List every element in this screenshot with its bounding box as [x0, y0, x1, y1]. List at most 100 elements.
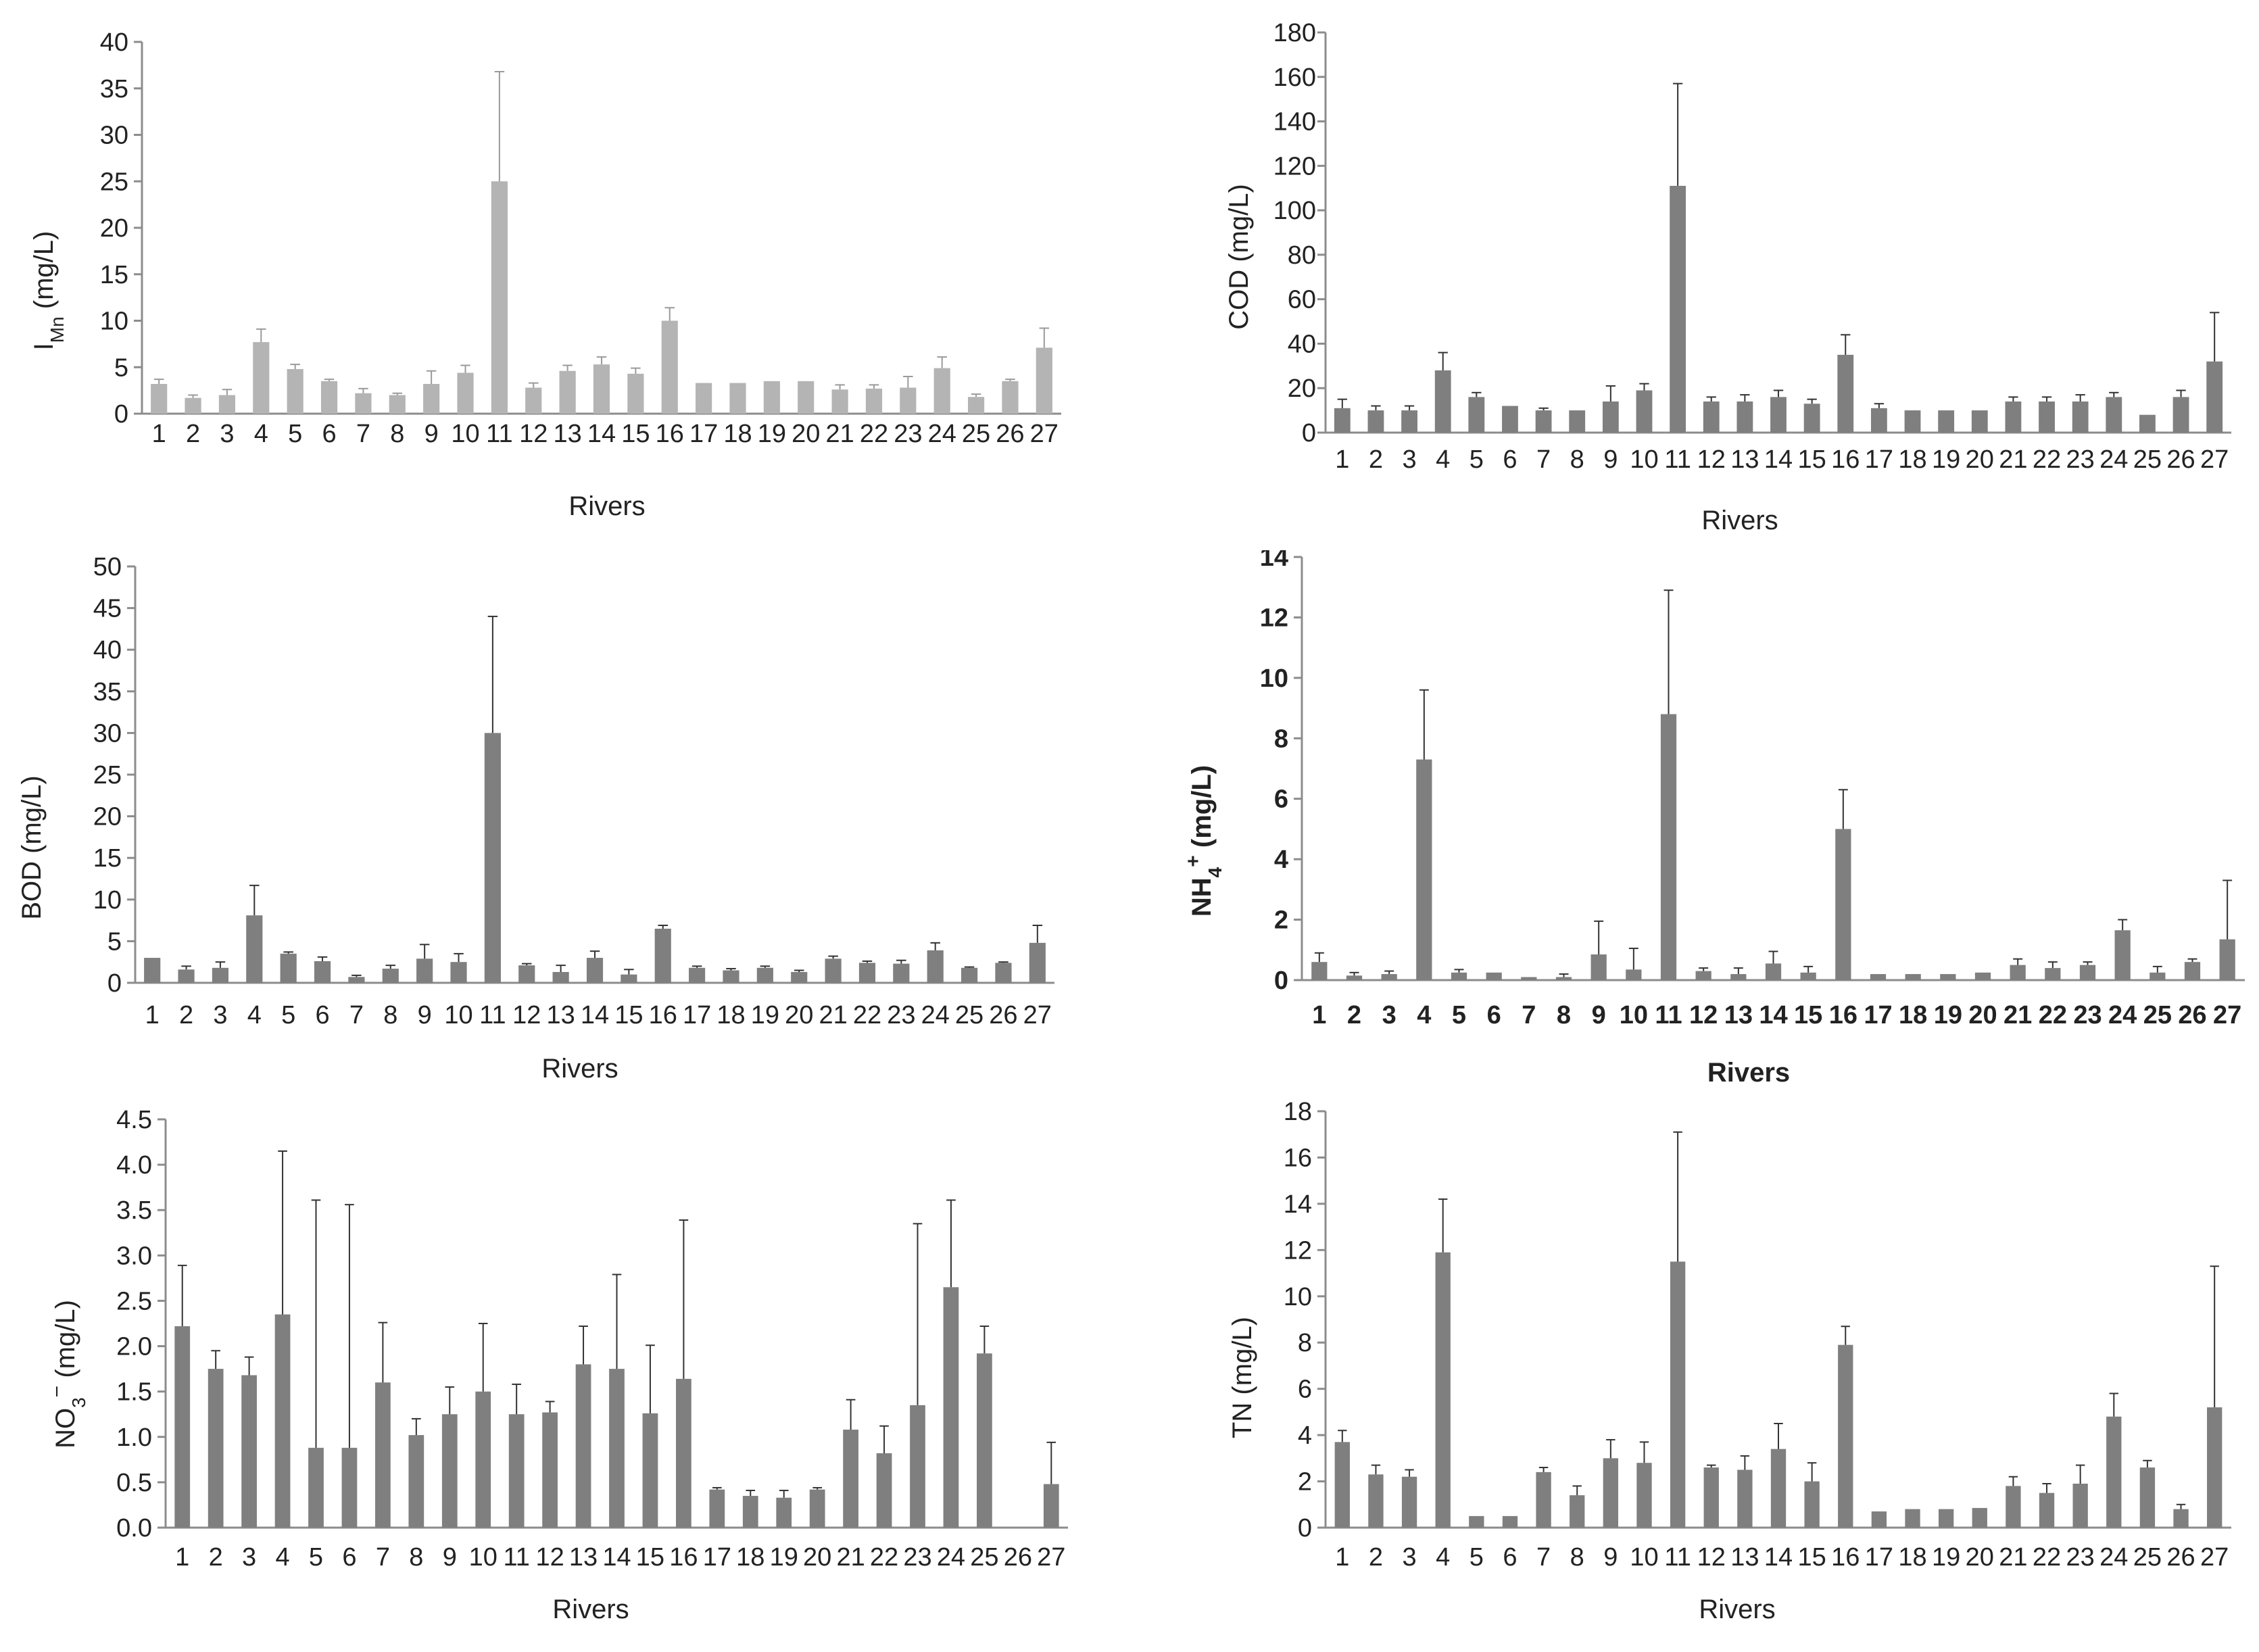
bar-river-22 — [2039, 1492, 2055, 1528]
x-tick-label: 12 — [1689, 1001, 1718, 1029]
x-tick-label: 2 — [1369, 1543, 1383, 1572]
y-tick-label: 140 — [1273, 108, 1316, 137]
x-axis-label: Rivers — [568, 491, 645, 521]
bar-river-13 — [1736, 401, 1753, 433]
bar-river-9 — [1590, 954, 1607, 980]
bar-river-12 — [1695, 971, 1711, 980]
y-label-main: I — [29, 343, 59, 350]
x-tick-label: 20 — [785, 1001, 813, 1029]
bar-river-8 — [1569, 410, 1586, 433]
x-tick-label: 4 — [1417, 1001, 1431, 1029]
x-tick-label: 6 — [1487, 1001, 1501, 1029]
y-tick-label: 2 — [1274, 906, 1288, 935]
bar-river-18 — [742, 1496, 758, 1528]
y-tick-label: 15 — [93, 844, 122, 873]
x-tick-label: 25 — [962, 420, 990, 448]
bar-river-21 — [2005, 401, 2022, 433]
x-tick-label: 7 — [376, 1543, 390, 1572]
x-tick-label: 19 — [1934, 1001, 1962, 1029]
bar-river-19 — [1940, 974, 1956, 980]
y-tick-label: 8 — [1274, 725, 1288, 753]
y-label-superscript: + — [1182, 855, 1205, 867]
x-tick-label: 16 — [669, 1543, 698, 1572]
bar-river-22 — [2039, 401, 2055, 433]
y-tick-label: 20 — [93, 803, 122, 831]
bar-river-21 — [825, 958, 842, 983]
x-tick-label: 26 — [2166, 445, 2195, 474]
bar-river-13 — [1730, 974, 1747, 980]
x-tick-label: 14 — [587, 420, 616, 448]
bar-river-3 — [1381, 974, 1397, 980]
bar-river-16 — [654, 928, 671, 983]
bar-river-10 — [450, 962, 467, 983]
x-tick-label: 8 — [390, 420, 404, 448]
y-tick-label: 120 — [1273, 152, 1316, 180]
x-axis-label: Rivers — [1699, 1595, 1775, 1624]
bar-river-21 — [831, 389, 848, 414]
bar-river-5 — [287, 369, 303, 414]
bar-river-24 — [2106, 397, 2122, 433]
bar-river-20 — [798, 381, 815, 414]
bar-river-14 — [1770, 397, 1787, 433]
y-tick-label: 45 — [93, 595, 122, 623]
x-tick-label: 3 — [242, 1543, 256, 1572]
bar-river-13 — [559, 370, 576, 414]
x-tick-label: 16 — [649, 1001, 677, 1029]
bar-river-22 — [858, 963, 876, 983]
y-tick-label: 0 — [1274, 967, 1288, 995]
x-tick-label: 26 — [2178, 1001, 2206, 1029]
x-tick-label: 15 — [636, 1543, 664, 1572]
x-tick-label: 2 — [1347, 1001, 1361, 1029]
bar-river-3 — [241, 1375, 257, 1528]
chart-panel-tn: TN (mg/L) Rivers 0 2 4 6 8 10 12 14 16 18 1 2 3 4 5 6 7 8… — [1130, 1100, 2259, 1651]
bar-river-23 — [910, 1405, 925, 1528]
x-tick-label: 5 — [309, 1543, 323, 1572]
bar-river-23 — [2072, 1483, 2088, 1528]
x-tick-label: 1 — [1312, 1001, 1326, 1029]
x-tick-label: 20 — [1966, 1543, 1994, 1572]
y-tick-label: 18 — [1284, 1100, 1312, 1126]
x-tick-label: 18 — [723, 420, 752, 448]
x-tick-label: 10 — [1620, 1001, 1648, 1029]
bar-river-5 — [308, 1447, 324, 1528]
x-tick-label: 24 — [928, 420, 956, 448]
bar-river-26 — [1002, 381, 1019, 414]
bar-river-12 — [525, 387, 542, 414]
bar-river-15 — [1804, 1481, 1820, 1528]
x-tick-label: 12 — [1697, 445, 1726, 474]
x-tick-label: 24 — [2099, 445, 2128, 474]
bar-river-20 — [1974, 972, 1991, 980]
x-tick-label: 15 — [614, 1001, 643, 1029]
bar-river-9 — [441, 1414, 458, 1528]
bar-river-27 — [2206, 361, 2223, 433]
x-tick-label: 14 — [1764, 445, 1793, 474]
y-tick-label: 80 — [1288, 241, 1316, 270]
y-tick-label: 3.5 — [116, 1196, 152, 1225]
y-tick-label: 30 — [100, 122, 128, 150]
y-tick-label: 30 — [93, 719, 122, 748]
bar-river-5 — [1451, 972, 1467, 980]
x-tick-label: 5 — [1469, 445, 1484, 474]
bar-river-6 — [1486, 972, 1502, 980]
x-tick-label: 7 — [356, 420, 370, 448]
bar-river-10 — [475, 1391, 491, 1528]
bar-river-20 — [791, 971, 808, 983]
x-tick-label: 24 — [921, 1001, 950, 1029]
x-tick-label: 15 — [1797, 1543, 1826, 1572]
x-tick-label: 9 — [418, 1001, 432, 1029]
y-tick-label: 40 — [1288, 330, 1316, 358]
x-tick-label: 7 — [1536, 445, 1551, 474]
bar-river-22 — [876, 1453, 892, 1528]
x-tick-label: 20 — [1968, 1001, 1997, 1029]
x-tick-label: 27 — [1037, 1543, 1065, 1572]
bar-river-24 — [943, 1287, 959, 1528]
y-label-subscript: 3 — [68, 1397, 89, 1408]
x-tick-label: 7 — [1522, 1001, 1536, 1029]
x-tick-label: 15 — [621, 420, 650, 448]
x-tick-label: 18 — [736, 1543, 764, 1572]
bar-river-21 — [2006, 1486, 2021, 1528]
y-tick-label: 4 — [1274, 846, 1288, 874]
bar-river-8 — [1570, 1495, 1585, 1528]
bar-river-10 — [1636, 390, 1653, 433]
x-tick-label: 9 — [1592, 1001, 1606, 1029]
